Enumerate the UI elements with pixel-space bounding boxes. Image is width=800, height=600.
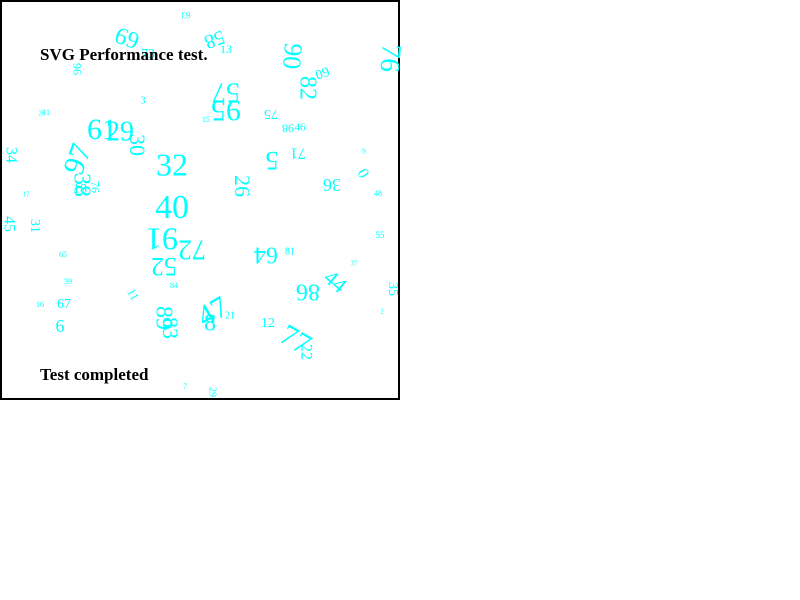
floating-number: 15 [202,115,210,124]
floating-number: 46 [295,122,307,134]
floating-number: 81 [285,246,295,257]
page-title: SVG Performance test. [40,45,208,64]
floating-number: 7 [183,382,187,391]
floating-number: 83 [158,317,183,339]
floating-number: 41 [42,108,50,117]
floating-number: 31 [27,219,42,233]
floating-number: 52 [151,252,177,281]
floating-number: 60 [313,63,331,82]
floating-number: 64 [254,241,278,267]
floating-number: 98 [282,121,294,135]
floating-number: 26 [230,175,255,197]
floating-number: 75 [264,106,278,121]
floating-number: 84 [170,281,178,290]
floating-number: 29 [207,387,218,397]
floating-number: 3 [141,95,146,106]
canvas-frame [0,0,400,400]
floating-number: 63 [181,10,191,20]
floating-number: 48 [374,189,382,198]
floating-number: 65 [59,250,67,259]
floating-number: 90 [277,42,308,70]
floating-number: 55 [376,230,386,240]
floating-number: 12 [261,316,275,331]
floating-number: 17 [23,191,31,199]
floating-number: 95 [211,94,241,127]
floating-number: 8 [204,311,216,337]
floating-number: 13 [220,42,232,56]
floating-number: 5 [266,146,279,175]
floating-number: 6 [56,316,65,336]
floating-number: 32 [156,146,188,182]
floating-number: 67 [57,297,71,312]
floating-number: 89 [150,306,176,330]
floating-number: 2 [380,308,384,316]
floating-number: 29 [106,116,134,147]
floating-number: 18 [73,182,87,197]
floating-number: 34 [2,147,19,163]
floating-number: 40 [155,189,189,226]
floating-number: 96 [70,63,84,75]
floating-number: 91 [146,222,178,258]
floating-number: 76 [88,181,102,193]
floating-number: 38 [68,173,94,197]
floating-number: 30 [125,134,150,156]
floating-number: 21 [225,310,235,321]
floating-number: 86 [296,278,320,304]
floating-number: 35 [385,282,400,296]
floating-number: 57 [212,77,240,108]
floating-number: 76 [373,43,406,74]
floating-number: 9 [362,148,366,156]
floating-number: 61 [87,113,117,146]
status-text: Test completed [40,365,149,384]
floating-number: 37 [351,260,359,268]
floating-number: 39 [64,277,72,286]
floating-number: 36 [323,175,341,195]
floating-number: 82 [294,76,320,100]
floating-number: 71 [290,144,306,161]
floating-number: 25 [39,110,47,118]
floating-number: 72 [178,234,206,265]
floating-number: 73 [141,47,155,62]
floating-number: 22 [297,344,314,360]
floating-number: 45 [0,216,17,232]
floating-number: 16 [36,300,44,309]
